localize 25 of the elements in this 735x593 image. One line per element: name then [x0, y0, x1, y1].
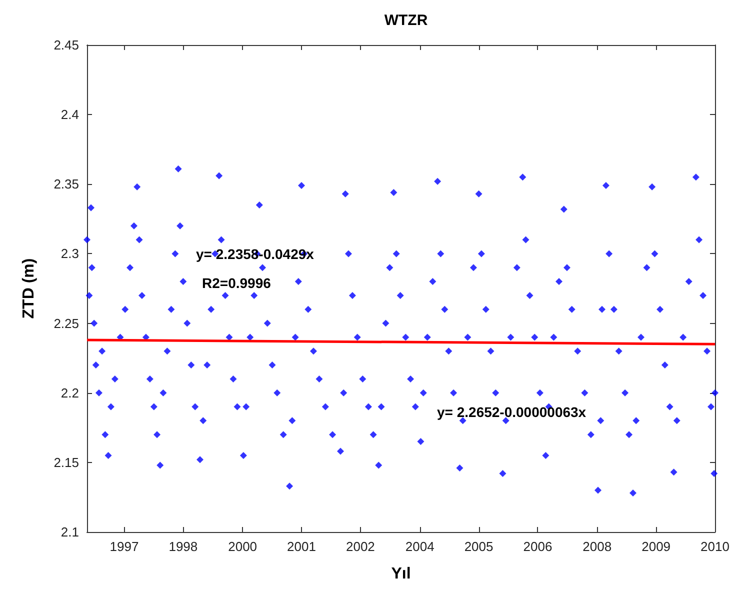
x-tick-label: 2008 [582, 539, 612, 554]
y-tick-label: 2.4 [60, 107, 79, 122]
annotation: y= 2.2652-0.00000063x [437, 404, 586, 420]
chart-title: WTZR [384, 12, 428, 29]
y-axis-title: ZTD (m) [20, 258, 38, 319]
annotation: R2=0.9996 [202, 275, 272, 291]
y-tick-label: 2.45 [54, 38, 79, 52]
x-tick-label: 2010 [700, 539, 730, 554]
x-tick-label: 2000 [228, 539, 258, 554]
y-tick-label: 2.25 [54, 316, 79, 331]
x-axis-title: Yıl [391, 566, 411, 582]
x-tick-label: 2002 [346, 539, 375, 554]
y-tick-label: 2.2 [60, 385, 79, 400]
annotation: y= 2.2358-0.0429x [196, 246, 314, 262]
y-tick-label: 2.3 [60, 246, 79, 262]
x-tick-label: 2005 [464, 539, 494, 554]
x-tick-label: 2009 [642, 539, 671, 554]
x-tick-label: 1998 [168, 539, 198, 554]
y-tick-label: 2.15 [54, 454, 79, 470]
x-tick-label: 2001 [287, 539, 316, 554]
x-tick-label: 1997 [110, 539, 139, 554]
x-tick-label: 2006 [523, 539, 552, 554]
y-tick-label: 2.35 [54, 176, 79, 192]
y-tick-label: 2.1 [60, 524, 79, 540]
x-tick-label: 2004 [405, 539, 434, 554]
